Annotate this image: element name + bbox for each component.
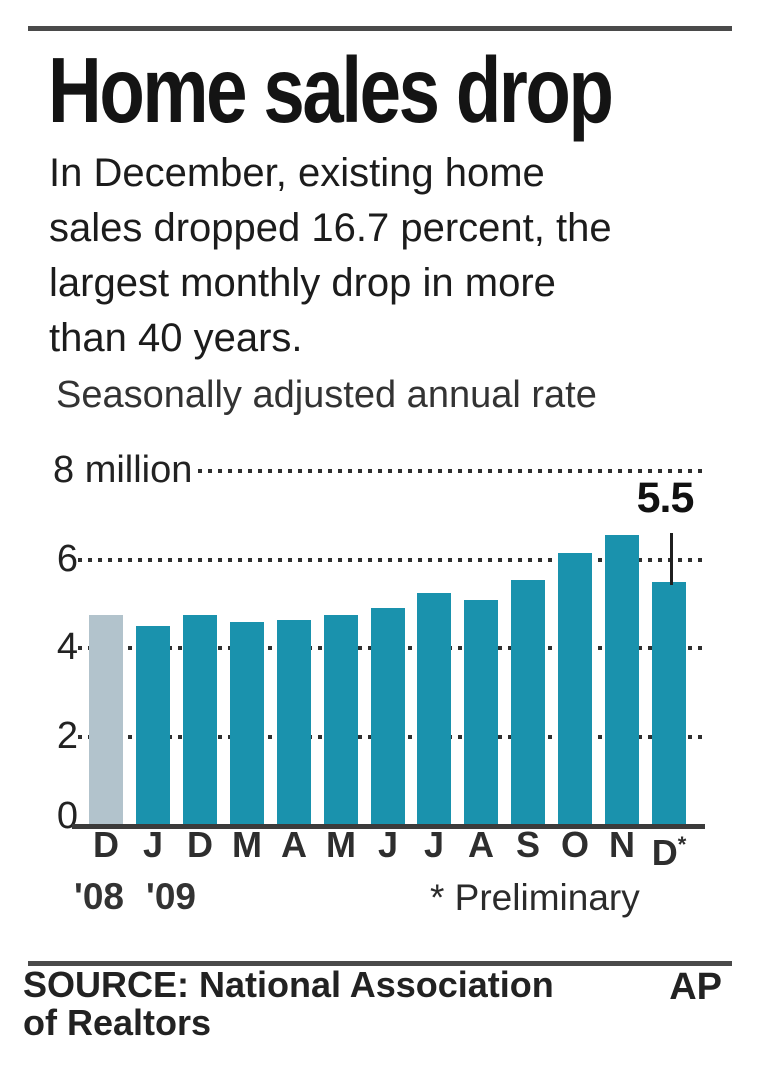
bar-D-0 <box>89 615 123 826</box>
bar-J-7 <box>417 593 451 826</box>
bar-A-4 <box>277 620 311 826</box>
year-label-08: '08 <box>74 876 124 917</box>
x-axis-label-J-6: J <box>377 824 399 865</box>
bar-M-5 <box>324 615 358 826</box>
bar-D-2 <box>183 615 217 826</box>
x-axis-label-D-0: D <box>93 824 119 865</box>
bar-J-1 <box>136 626 170 826</box>
description-line: largest monthly drop in more <box>49 261 556 305</box>
y-axis-label-0: 0 <box>56 795 78 837</box>
preliminary-footnote: * Preliminary <box>430 877 640 918</box>
description-line: sales dropped 16.7 percent, the <box>49 206 612 250</box>
x-axis-label-N-11: N <box>609 824 635 865</box>
x-axis-label-D*-12: D* <box>651 832 687 873</box>
x-axis-label-O-10: O <box>560 824 589 865</box>
y-axis-label-6: 6 <box>56 537 78 580</box>
x-axis-label-A-8: A <box>468 824 494 865</box>
top-rule <box>28 26 732 31</box>
bar-N-11 <box>605 535 639 826</box>
source-line: of Realtors <box>23 1002 212 1043</box>
bar-J-6 <box>371 608 405 826</box>
bar-O-10 <box>558 553 592 826</box>
chart-description: In December, existing home sales dropped… <box>49 146 709 366</box>
x-axis-label-S-9: S <box>515 824 540 865</box>
gridline-8 <box>198 468 705 473</box>
annotation-leader-line <box>670 533 673 585</box>
gridline-6 <box>78 557 705 562</box>
x-axis-label-M-3: M <box>232 824 262 865</box>
bar-A-8 <box>464 600 498 826</box>
source-line: SOURCE: National Association <box>23 964 554 1005</box>
bar-D*-12 <box>652 582 686 826</box>
x-axis-label-D-2: D <box>187 824 213 865</box>
year-label-09: '09 <box>146 876 196 917</box>
x-axis-label-A-4: A <box>281 824 307 865</box>
credit-ap: AP <box>669 966 722 1008</box>
x-axis-label-J-7: J <box>423 824 445 865</box>
bar-M-3 <box>230 622 264 826</box>
chart-subtitle: Seasonally adjusted annual rate <box>56 374 597 416</box>
description-line: than 40 years. <box>49 316 303 360</box>
bar-S-9 <box>511 580 545 826</box>
x-axis-baseline <box>72 824 705 829</box>
source-attribution: SOURCE: National Association of Realtors <box>23 966 623 1042</box>
annotation-value-label: 5.5 <box>636 474 695 522</box>
x-axis-label-J-1: J <box>142 824 164 865</box>
y-axis-label-8: 8 million <box>53 448 193 491</box>
bottom-rule <box>28 961 732 966</box>
y-axis-label-2: 2 <box>56 715 78 758</box>
description-line: In December, existing home <box>49 151 545 195</box>
page-title: Home sales drop <box>48 38 614 142</box>
y-axis-label-4: 4 <box>56 626 78 669</box>
x-axis-label-M-5: M <box>326 824 356 865</box>
